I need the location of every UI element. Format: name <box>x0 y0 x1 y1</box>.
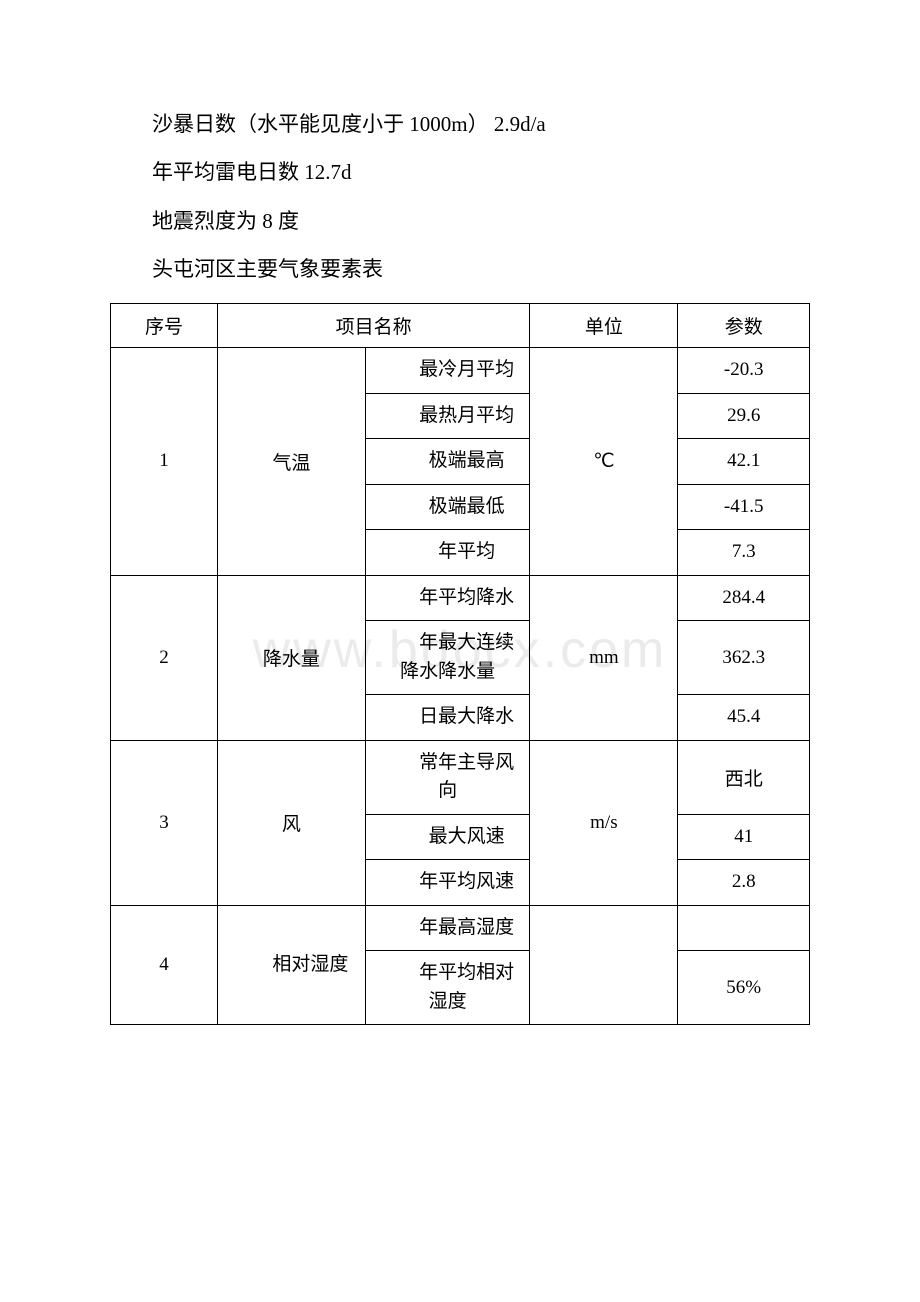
sub-cell: 年平均降水 <box>365 575 529 621</box>
sub-cell: 最大风速 <box>365 814 529 860</box>
param-cell: -41.5 <box>678 484 810 530</box>
sub-cell: 最热月平均 <box>365 393 529 439</box>
header-name: 项目名称 <box>217 304 529 348</box>
intro-line-4: 头屯河区主要气象要素表 <box>110 245 810 293</box>
climate-data-table: 序号 项目名称 单位 参数 1 气温 最冷月平均 ℃ -20.3 最热月平均 2… <box>110 303 810 1025</box>
param-cell <box>678 905 810 951</box>
sub-cell: 年最高湿度 <box>365 905 529 951</box>
param-cell: 西北 <box>678 740 810 814</box>
intro-section: 沙暴日数（水平能见度小于 1000m） 2.9d/a 年平均雷电日数 12.7d… <box>110 100 810 293</box>
table-row: 4 相对湿度 年最高湿度 <box>111 905 810 951</box>
param-cell: 29.6 <box>678 393 810 439</box>
sub-cell: 极端最高 <box>365 439 529 485</box>
param-cell: 7.3 <box>678 530 810 576</box>
table-row: 3 风 常年主导风向 m/s 西北 <box>111 740 810 814</box>
param-cell: 362.3 <box>678 621 810 695</box>
header-seq: 序号 <box>111 304 218 348</box>
sub-cell: 最冷月平均 <box>365 348 529 394</box>
name-cell: 风 <box>217 740 365 905</box>
table-header-row: 序号 项目名称 单位 参数 <box>111 304 810 348</box>
seq-cell: 3 <box>111 740 218 905</box>
unit-cell <box>530 905 678 1025</box>
sub-cell: 年平均相对湿度 <box>365 951 529 1025</box>
intro-line-1: 沙暴日数（水平能见度小于 1000m） 2.9d/a <box>110 100 810 148</box>
sub-cell: 年平均 <box>365 530 529 576</box>
unit-cell: m/s <box>530 740 678 905</box>
name-cell: 相对湿度 <box>217 905 365 1025</box>
intro-line-3: 地震烈度为 8 度 <box>110 197 810 245</box>
sub-cell: 日最大降水 <box>365 695 529 741</box>
param-cell: -20.3 <box>678 348 810 394</box>
table-wrapper: 序号 项目名称 单位 参数 1 气温 最冷月平均 ℃ -20.3 最热月平均 2… <box>110 303 810 1025</box>
header-unit: 单位 <box>530 304 678 348</box>
intro-line-2: 年平均雷电日数 12.7d <box>110 148 810 196</box>
sub-cell: 年平均风速 <box>365 860 529 906</box>
param-cell: 284.4 <box>678 575 810 621</box>
sub-cell: 常年主导风向 <box>365 740 529 814</box>
seq-cell: 1 <box>111 348 218 576</box>
table-row: 2 降水量 年平均降水 mm 284.4 <box>111 575 810 621</box>
seq-cell: 4 <box>111 905 218 1025</box>
param-cell: 56% <box>678 951 810 1025</box>
param-cell: 41 <box>678 814 810 860</box>
sub-cell: 年最大连续降水降水量 <box>365 621 529 695</box>
param-cell: 2.8 <box>678 860 810 906</box>
table-row: 1 气温 最冷月平均 ℃ -20.3 <box>111 348 810 394</box>
name-cell: 降水量 <box>217 575 365 740</box>
seq-cell: 2 <box>111 575 218 740</box>
name-cell: 气温 <box>217 348 365 576</box>
unit-cell: mm <box>530 575 678 740</box>
unit-cell: ℃ <box>530 348 678 576</box>
header-param: 参数 <box>678 304 810 348</box>
sub-cell: 极端最低 <box>365 484 529 530</box>
param-cell: 42.1 <box>678 439 810 485</box>
param-cell: 45.4 <box>678 695 810 741</box>
